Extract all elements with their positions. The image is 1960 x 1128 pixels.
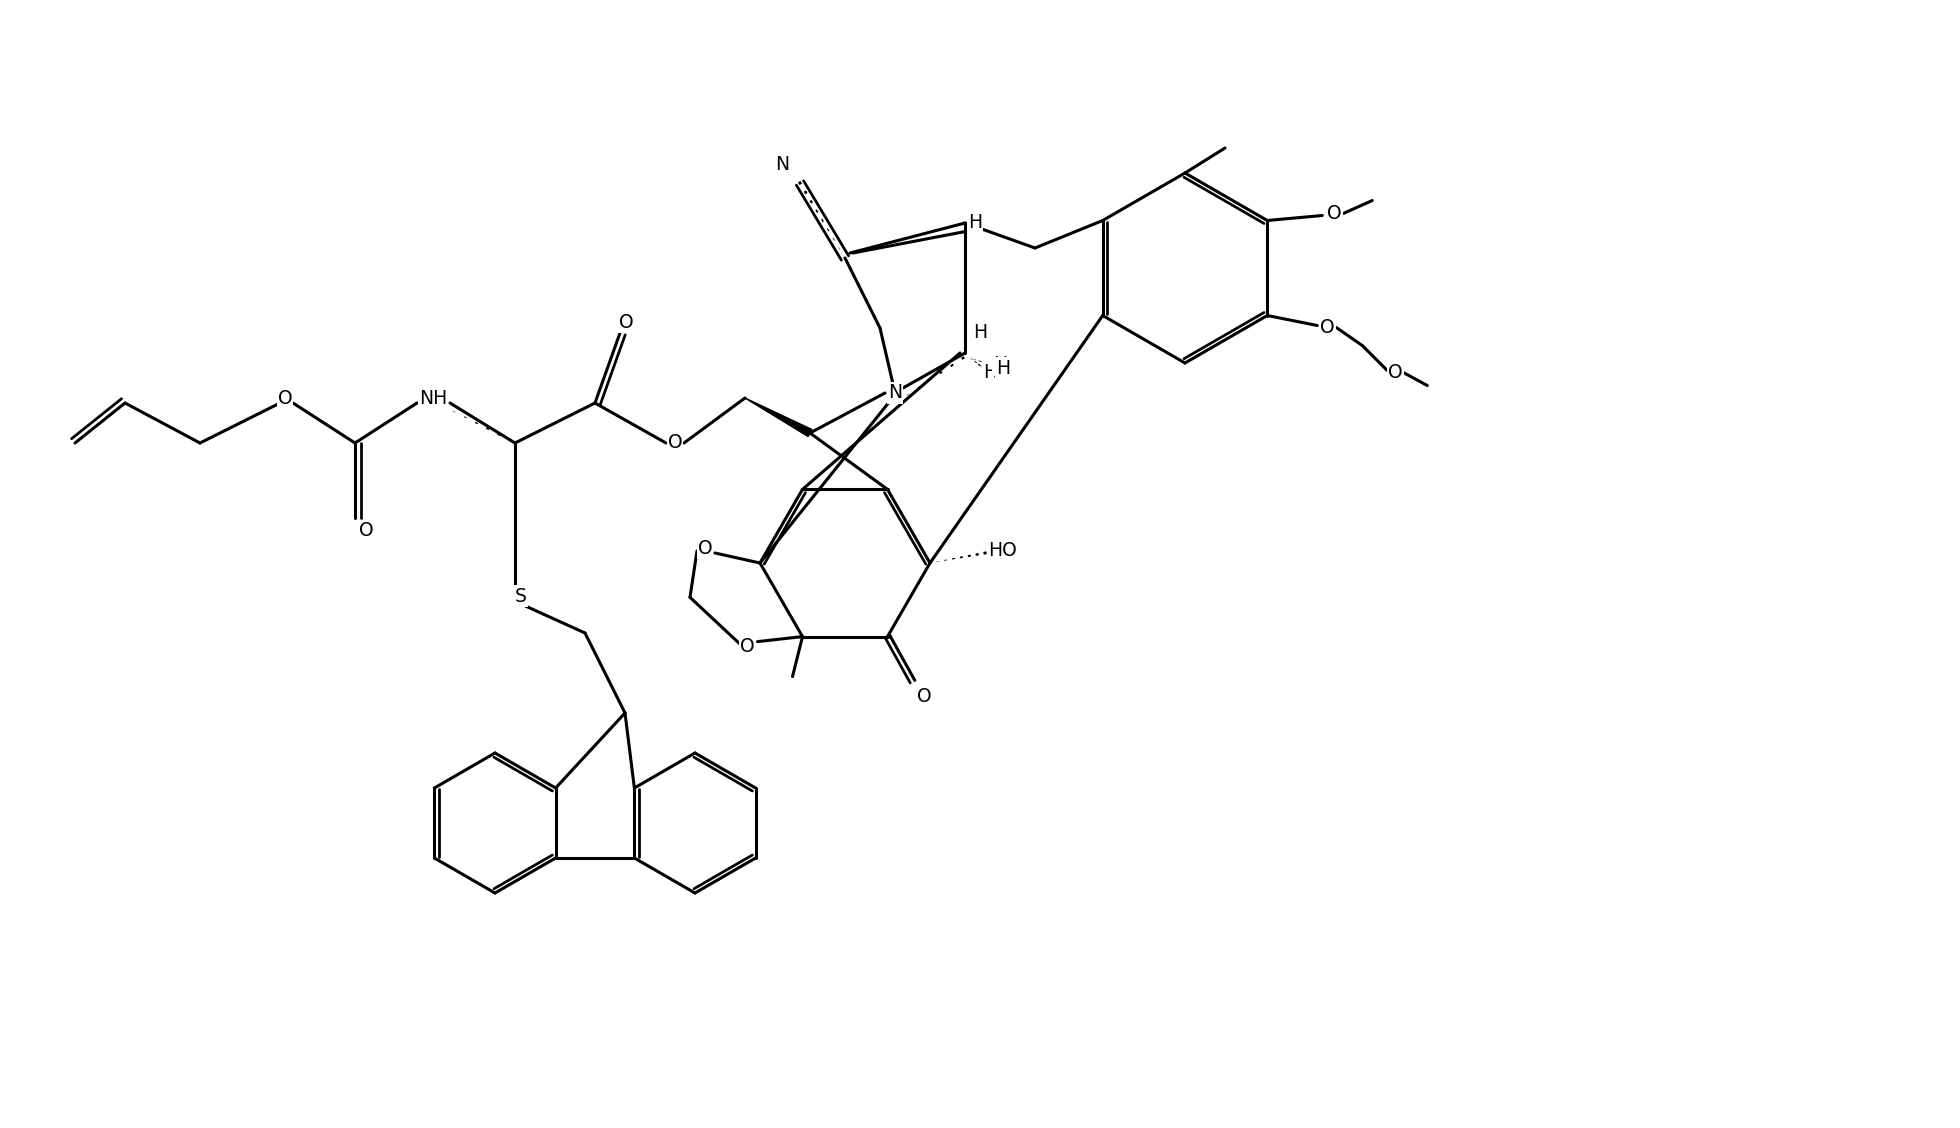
Text: H: H: [996, 359, 1009, 378]
Text: O: O: [619, 312, 633, 332]
Text: O: O: [1327, 204, 1341, 223]
Text: NH: NH: [419, 388, 447, 407]
Text: H: H: [972, 324, 988, 343]
Text: H: H: [994, 355, 1007, 374]
Text: HO: HO: [988, 540, 1017, 559]
Text: H: H: [982, 363, 998, 382]
Text: O: O: [1319, 318, 1335, 337]
Text: O: O: [917, 687, 931, 706]
Text: O: O: [1388, 363, 1403, 382]
Text: S: S: [515, 587, 527, 606]
Text: O: O: [668, 433, 682, 452]
Text: O: O: [698, 538, 711, 557]
Text: O: O: [278, 389, 292, 408]
Text: O: O: [359, 521, 372, 540]
Text: H: H: [968, 213, 982, 232]
Text: N: N: [774, 156, 790, 175]
Text: O: O: [741, 637, 755, 656]
Polygon shape: [745, 398, 811, 437]
Text: N: N: [888, 384, 902, 403]
